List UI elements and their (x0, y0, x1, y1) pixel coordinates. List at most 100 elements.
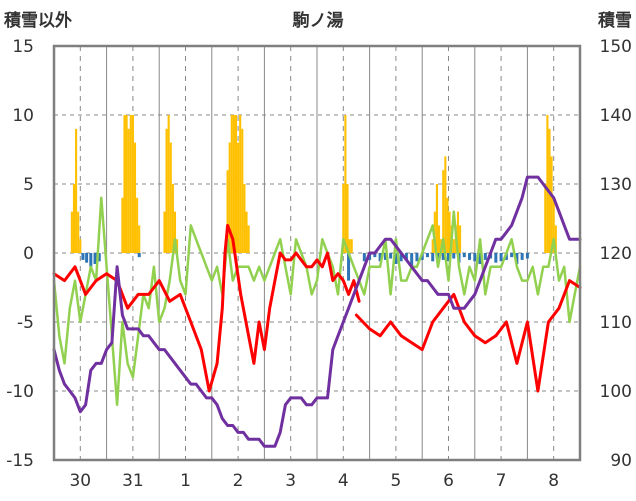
snowfall-bar (129, 115, 132, 253)
snowfall-bar (171, 184, 174, 253)
precip-bar (452, 253, 456, 259)
precip-bar (81, 253, 85, 260)
precip-bar (425, 253, 429, 258)
left-tick-label: -15 (6, 451, 34, 471)
snowfall-bar (131, 115, 134, 253)
snowfall-bar (348, 239, 351, 253)
precip-bar (510, 253, 514, 258)
right-tick-label: 120 (600, 244, 632, 264)
x-tick-label: 7 (496, 471, 507, 491)
precip-bar (137, 253, 141, 258)
temperature-line-2 (354, 279, 582, 393)
precip-bar (515, 253, 519, 265)
snowfall-bar (173, 211, 177, 253)
snowfall-bar (70, 211, 73, 253)
snowfall-bar (167, 115, 170, 253)
precip-bar (97, 253, 101, 262)
precip-bar (394, 253, 398, 265)
right-tick-label: 150 (600, 37, 632, 57)
plot-frame (52, 44, 582, 462)
precip-bar (525, 253, 529, 259)
snowfall-bar (138, 225, 141, 253)
right-tick-label: 140 (600, 106, 632, 126)
snowfall-bar (75, 128, 78, 253)
left-axis-ticks: 15 10 5 0 -5 -10 -15 (6, 37, 34, 471)
snowfall-bar (446, 197, 449, 253)
left-tick-label: 0 (23, 244, 34, 264)
snowfall-bar (552, 197, 555, 253)
snowfall-bar (243, 184, 246, 253)
snowfall-bar (452, 239, 455, 253)
snowfall-bar (544, 184, 547, 253)
precip-bar (415, 253, 419, 262)
snowfall-bar (546, 115, 549, 253)
snowfall-bar (230, 115, 233, 253)
x-tick-label: 3 (285, 471, 296, 491)
precip-bar (473, 253, 477, 262)
snowfall-bar (444, 156, 447, 253)
snowfall-bar (72, 184, 76, 253)
chart-title: 駒ノ湯 (293, 10, 344, 31)
left-tick-label: 15 (12, 37, 34, 57)
x-tick-label: 2 (233, 471, 244, 491)
precip-bar (373, 253, 377, 258)
right-tick-label: 110 (600, 313, 632, 333)
wind-line (52, 196, 582, 407)
snowfall-bar (237, 142, 240, 253)
precip-bar (404, 253, 408, 260)
snowfall-bar (245, 211, 248, 253)
snowfall-bar (163, 211, 166, 253)
snowfall-bar (127, 128, 130, 253)
precip-bar (383, 253, 387, 260)
snowfall-bar (232, 115, 235, 253)
temperature-line (52, 223, 361, 393)
snowfall-bar (350, 239, 353, 253)
snowfall-bar (342, 184, 345, 253)
snowfall-bar (346, 184, 349, 253)
x-tick-label: 4 (338, 471, 349, 491)
snowfall-bar (554, 225, 557, 253)
snowfall-bar (431, 239, 434, 253)
snowfall-bar (165, 128, 168, 253)
right-tick-label: 100 (600, 382, 632, 402)
snowfall-bar (169, 142, 172, 253)
precip-bar (447, 253, 450, 262)
precip-bar (89, 253, 93, 267)
snowfall-bar (448, 211, 451, 253)
precip-bar (378, 253, 382, 262)
x-tick-label: 1 (180, 471, 191, 491)
snowfall-bar (226, 170, 229, 253)
snowfall-bar (435, 184, 438, 253)
x-axis-ticks: 30 31 1 2 3 4 5 6 7 8 (69, 471, 559, 491)
precip-bar (410, 253, 414, 266)
snowfall-bar (77, 211, 80, 253)
right-tick-label: 130 (600, 175, 632, 195)
precip-bar (431, 253, 435, 262)
snowfall-bar (241, 128, 244, 253)
precipitation-bars (81, 253, 529, 281)
snowfall-bar (344, 115, 347, 253)
left-tick-label: 5 (23, 175, 34, 195)
snowfall-bar (79, 239, 82, 253)
precip-bar (520, 253, 524, 260)
left-axis-label: 積雪以外 (4, 10, 72, 31)
precip-bar (85, 253, 89, 263)
snowfall-bar (228, 142, 231, 253)
snowfall-bar (133, 142, 137, 253)
precip-bar (499, 253, 503, 262)
left-tick-label: 10 (12, 106, 34, 126)
x-tick-label: 8 (548, 471, 559, 491)
snowfall-bar (442, 170, 445, 253)
precip-bar (362, 253, 366, 262)
snowfall-bar (550, 156, 553, 253)
precip-bar (483, 253, 487, 260)
precip-bar (441, 253, 445, 260)
x-tick-label: 30 (69, 471, 91, 491)
series-lines (52, 175, 582, 448)
right-tick-label: 90 (610, 451, 632, 471)
right-axis-label: 積雪 (598, 10, 632, 31)
x-tick-label: 6 (443, 471, 454, 491)
snowfall-bar (456, 211, 460, 253)
